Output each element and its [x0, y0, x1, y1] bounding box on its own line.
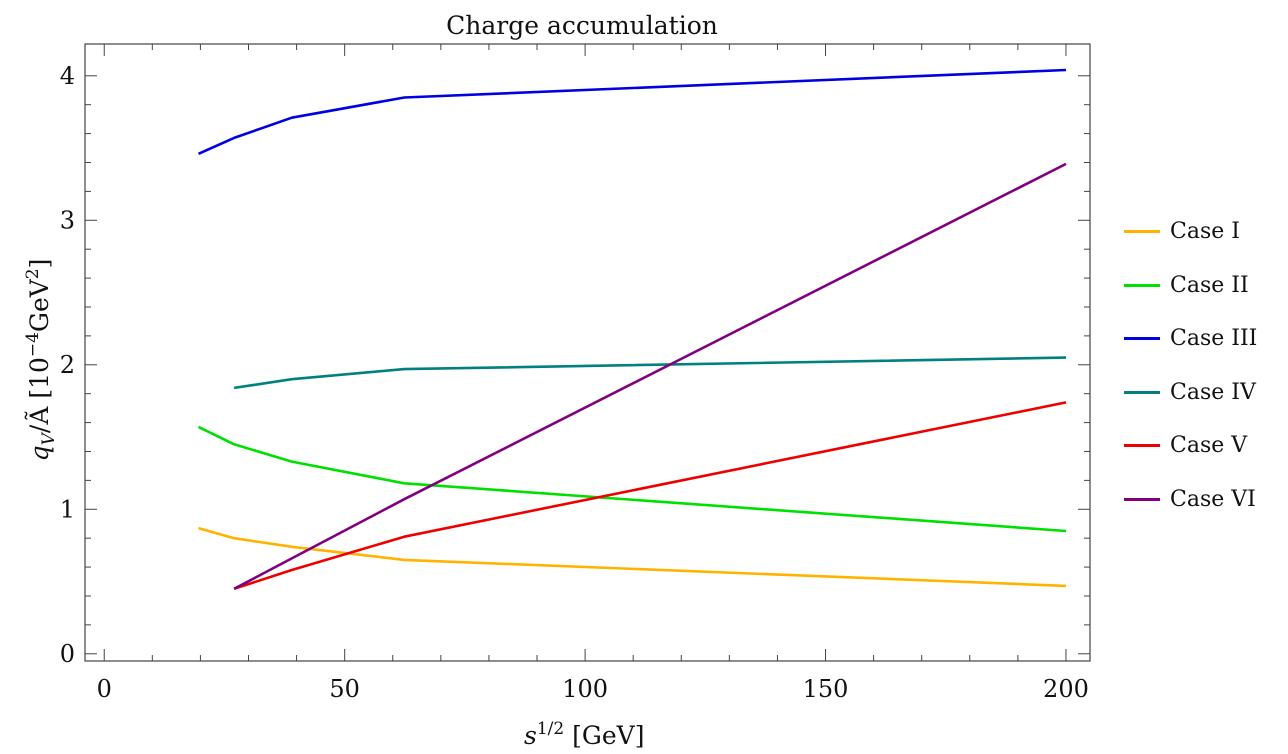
- legend-item: Case V: [1124, 419, 1284, 473]
- legend-label: Case III: [1170, 326, 1258, 352]
- legend-swatch: [1124, 497, 1160, 501]
- legend-swatch: [1124, 337, 1160, 341]
- series-line-case-iv: [233, 356, 1067, 390]
- svg-text:qV/Ã [10−4GeV2]: qV/Ã [10−4GeV2]: [23, 259, 59, 462]
- series-line-case-i: [198, 526, 1067, 588]
- x-tick-label: 50: [329, 675, 360, 703]
- legend-item: Case III: [1124, 312, 1284, 366]
- series-line-case-ii: [197, 425, 1067, 533]
- legend-label: Case V: [1170, 433, 1248, 459]
- axis-tick-labels: 0 50 100 150 200 0 1 2 3 4: [60, 62, 1089, 703]
- plot-frame: [84, 43, 1091, 662]
- axis-ticks: [85, 44, 1090, 661]
- x-tick-label: 100: [562, 675, 608, 703]
- x-tick-label: 0: [97, 675, 112, 703]
- legend-label: Case I: [1170, 219, 1240, 245]
- y-tick-label: 3: [60, 206, 75, 234]
- y-tick-label: 0: [60, 640, 75, 668]
- chart-title: Charge accumulation: [446, 11, 718, 40]
- legend-item: Case VI: [1124, 473, 1284, 527]
- y-tick-label: 1: [60, 495, 75, 523]
- svg-text:s1/2 [GeV]: s1/2 [GeV]: [524, 719, 644, 750]
- series-line-case-iii: [197, 68, 1067, 155]
- series-line-case-v: [233, 401, 1067, 591]
- legend: Case I Case II Case III Case IV Case V Case V…: [1124, 205, 1284, 526]
- series-line-case-vi: [233, 162, 1067, 590]
- x-axis-label: s1/2 [GeV]: [524, 719, 644, 750]
- legend-item: Case IV: [1124, 366, 1284, 420]
- legend-swatch: [1124, 444, 1160, 448]
- legend-swatch: [1124, 390, 1160, 394]
- legend-label: Case VI: [1170, 486, 1256, 512]
- legend-label: Case II: [1170, 272, 1249, 298]
- x-tick-label: 150: [803, 675, 849, 703]
- legend-item: Case II: [1124, 259, 1284, 313]
- y-axis-label: qV/Ã [10−4GeV2]: [23, 259, 59, 462]
- legend-swatch: [1124, 230, 1160, 234]
- y-tick-label: 2: [60, 351, 75, 379]
- legend-label: Case IV: [1170, 379, 1256, 405]
- y-tick-label: 4: [60, 62, 75, 90]
- legend-swatch: [1124, 283, 1160, 287]
- legend-item: Case I: [1124, 205, 1284, 259]
- series-lines: [197, 68, 1067, 591]
- x-tick-label: 200: [1043, 675, 1089, 703]
